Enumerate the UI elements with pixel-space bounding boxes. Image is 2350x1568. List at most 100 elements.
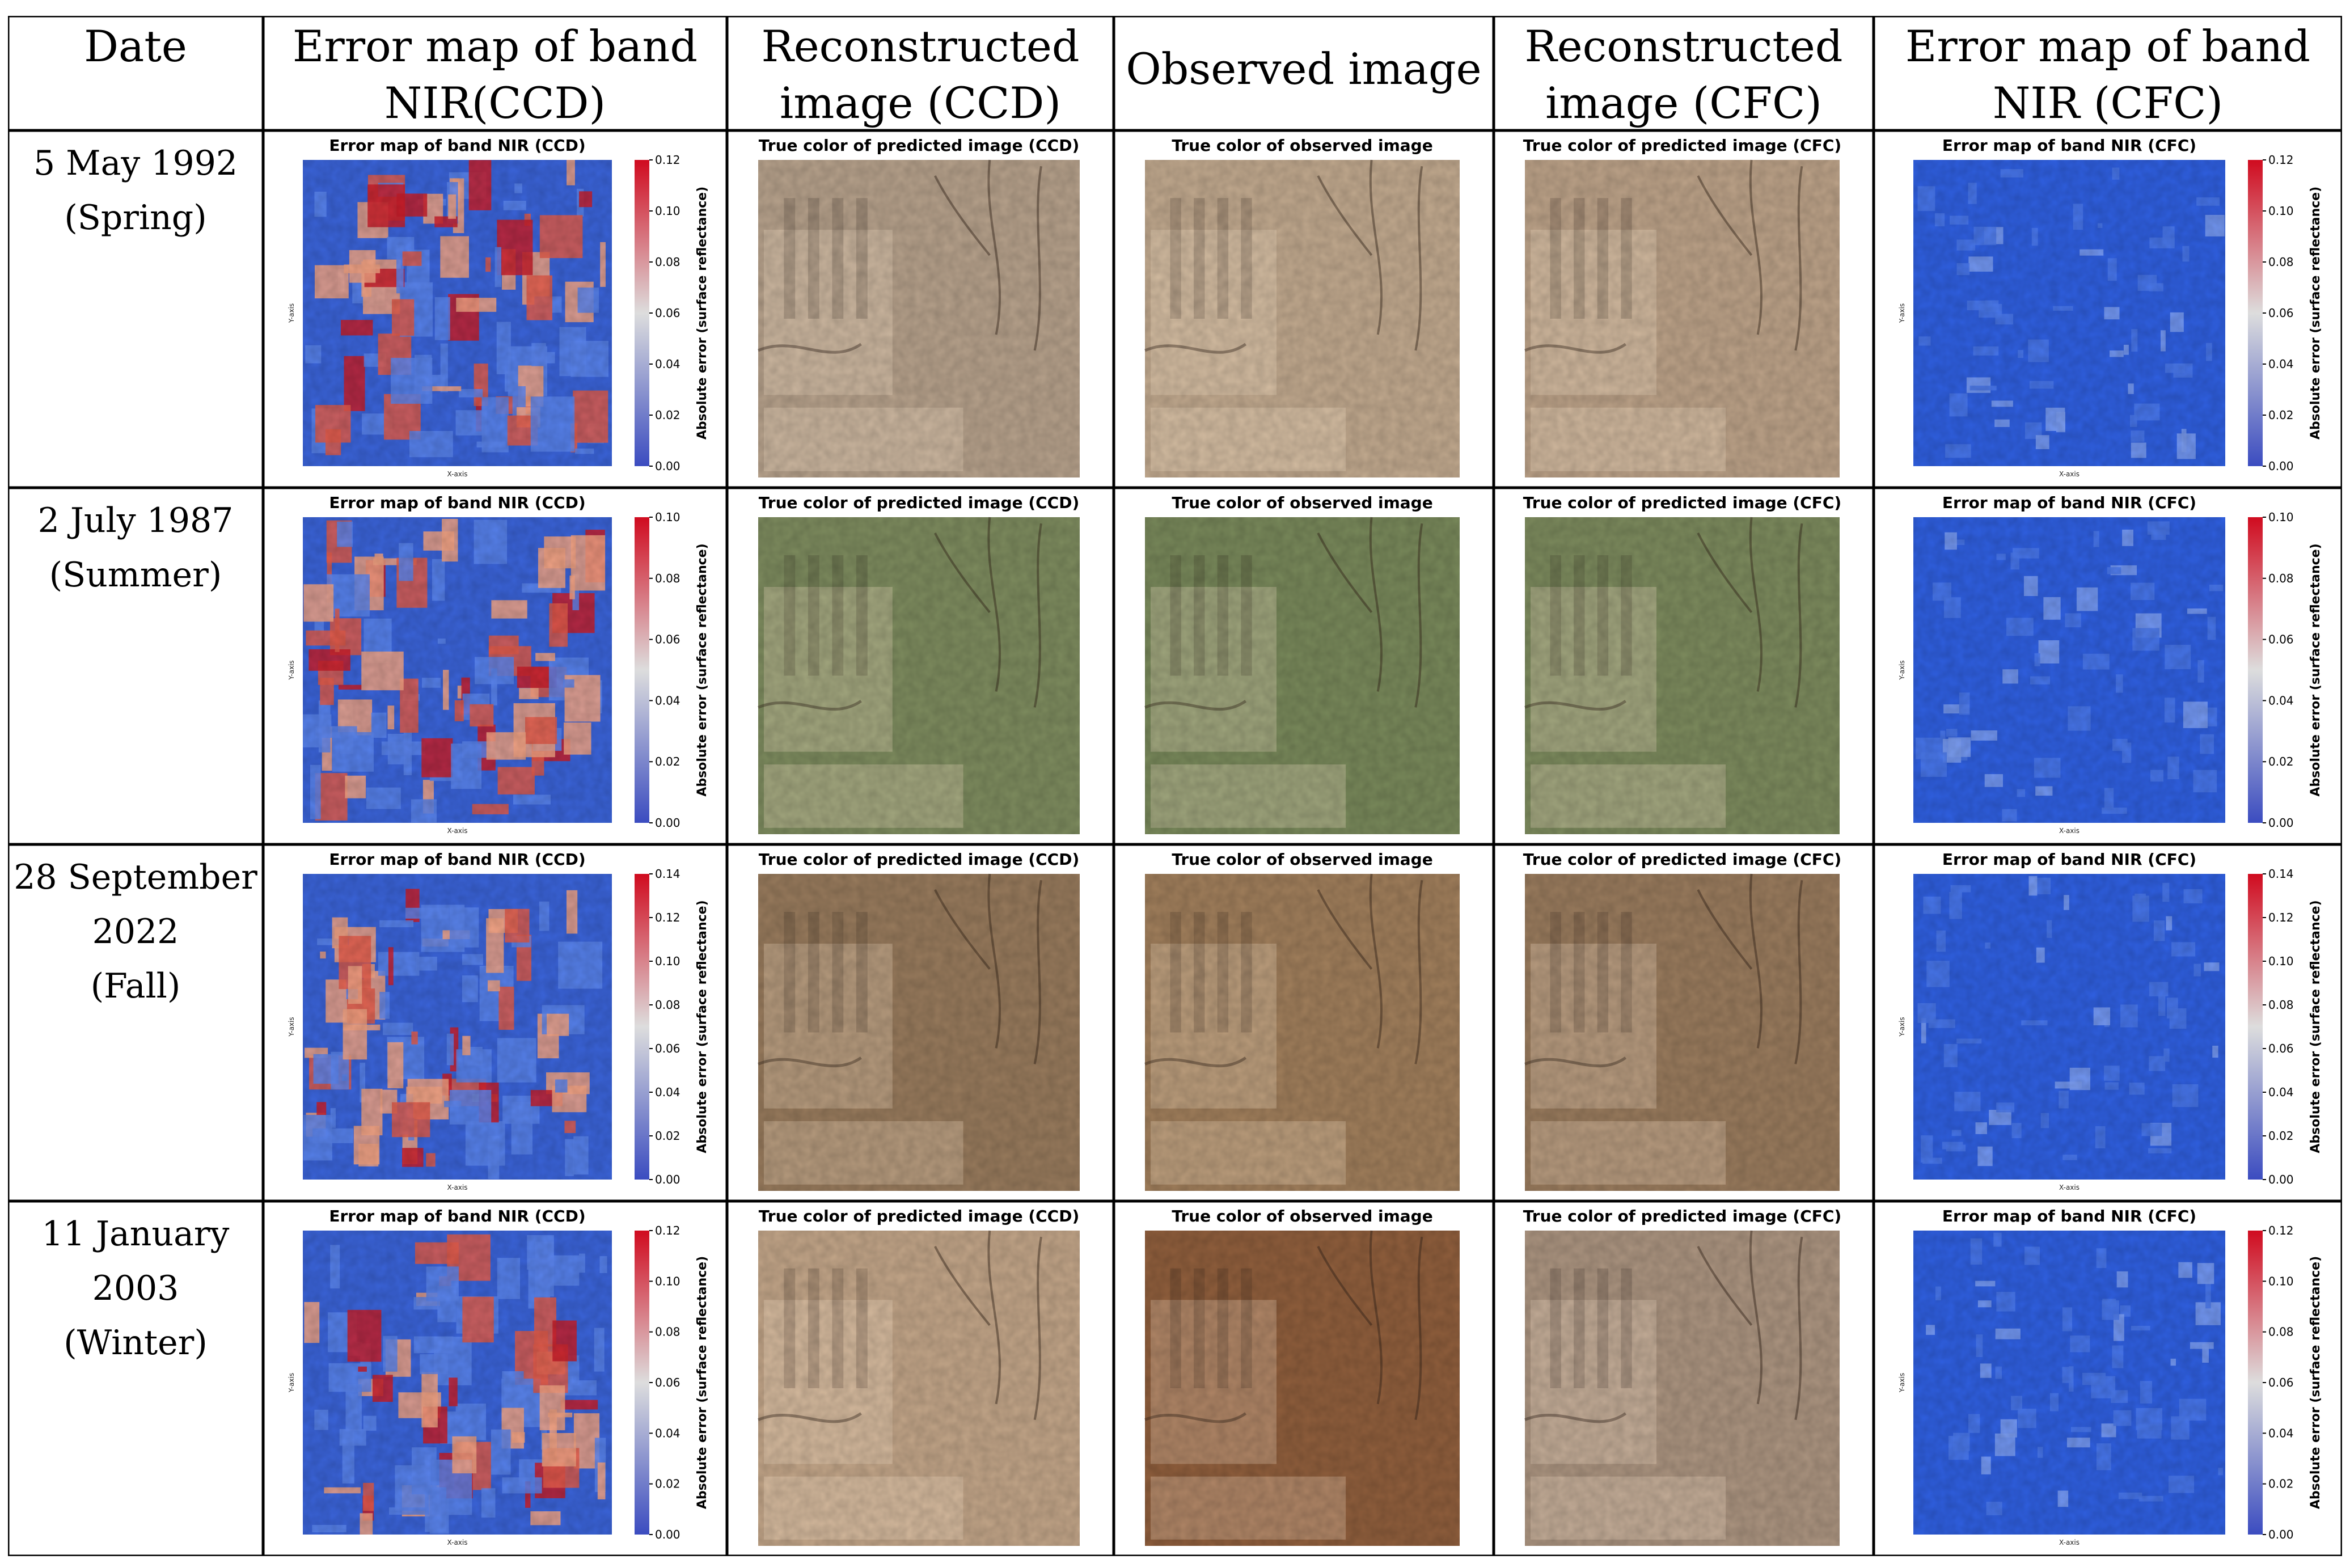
colorbar-tick-label: 0.12 <box>2268 911 2294 924</box>
colorbar-tick-label: 0.12 <box>655 911 681 924</box>
image-texture <box>758 1231 1080 1546</box>
colorbar-tick-label: 0.08 <box>655 998 681 1012</box>
image-texture <box>1525 1231 1840 1546</box>
colorbar-tick-label: 0.00 <box>655 816 681 830</box>
panel-title: True color of predicted image (CCD) <box>759 136 1080 155</box>
colorbar-tick-label: 0.08 <box>2268 572 2294 585</box>
panel-title: True color of observed image <box>1172 136 1432 155</box>
colorbar-tick-label: 0.06 <box>2268 306 2294 320</box>
date-label: (Summer) <box>49 555 222 595</box>
panel-err-cfc: Error map of band NIR (CFC) X-axis Y-axis 0… <box>1898 136 2323 478</box>
x-axis-label: X-axis <box>2059 1184 2080 1191</box>
colorbar <box>2248 160 2263 466</box>
colorbar-tick-label: 0.04 <box>655 1426 681 1440</box>
colorbar-tick-label: 0.04 <box>2268 357 2294 371</box>
colorbar-tick-label: 0.06 <box>655 306 681 320</box>
header-line-1: Date <box>84 21 187 71</box>
colorbar-label: Absolute error (surface reflectance) <box>695 900 709 1153</box>
header-row: Date Error map of band NIR(CCD) Reconstruct… <box>84 21 2310 128</box>
panel-title: True color of observed image <box>1172 493 1432 512</box>
panel-title: Error map of band NIR (CCD) <box>329 850 585 869</box>
colorbar-tick-label: 0.02 <box>655 408 681 422</box>
panel-err-ccd: Error map of band NIR (CCD) X-axis Y-axis 0… <box>288 136 709 478</box>
date-label: (Spring) <box>64 198 206 238</box>
image-texture <box>1525 874 1840 1191</box>
colorbar <box>2248 874 2263 1180</box>
colorbar-label: Absolute error (surface reflectance) <box>2309 1256 2323 1509</box>
colorbar-tick-label: 0.10 <box>655 954 681 968</box>
colorbar-tick-label: 0.10 <box>2268 510 2294 524</box>
date-label: 11 January <box>42 1214 230 1254</box>
colorbar-label: Absolute error (surface reflectance) <box>2309 900 2323 1153</box>
image-texture <box>1525 160 1840 477</box>
colorbar-tick-label: 0.12 <box>2268 1224 2294 1237</box>
panel-pred-cfc: True color of predicted image (CFC) <box>1523 136 1841 477</box>
colorbar-tick-label: 0.06 <box>2268 1376 2294 1389</box>
colorbar-tick-label: 0.10 <box>655 510 681 524</box>
colorbar <box>635 160 649 466</box>
colorbar-tick-label: 0.08 <box>2268 998 2294 1012</box>
panel-title: True color of predicted image (CFC) <box>1523 136 1841 155</box>
x-axis-label: X-axis <box>2059 470 2080 478</box>
panel-obs: True color of observed image <box>1144 1207 1460 1546</box>
x-axis-label: X-axis <box>447 827 468 835</box>
colorbar-tick-label: 0.10 <box>2268 954 2294 968</box>
image-texture <box>1145 517 1460 834</box>
colorbar-tick-label: 0.14 <box>2268 867 2294 881</box>
data-row: 5 May 1992 (Spring) Error map of band NIR … <box>33 136 2323 478</box>
colorbar-tick-label: 0.02 <box>2268 755 2294 768</box>
colorbar-label: Absolute error (surface reflectance) <box>2309 187 2323 439</box>
image-texture <box>1145 160 1460 477</box>
table-grid <box>8 16 2342 1556</box>
data-row: 2 July 1987 (Summer) Error map of band NIR… <box>38 493 2323 835</box>
colorbar-tick-label: 0.04 <box>2268 1426 2294 1440</box>
panel-obs: True color of observed image <box>1144 493 1460 834</box>
colorbar-tick-label: 0.00 <box>2268 816 2294 830</box>
date-label: (Winter) <box>64 1323 208 1363</box>
date-label: 28 September <box>14 857 257 897</box>
error-texture <box>303 874 612 1180</box>
error-texture <box>1913 1231 2225 1535</box>
image-texture <box>1145 874 1460 1191</box>
figure-table: Date Error map of band NIR(CCD) Reconstruct… <box>8 16 2342 1556</box>
panel-title: True color of predicted image (CCD) <box>759 493 1080 512</box>
colorbar <box>2248 1231 2263 1535</box>
header-line-2: image (CFC) <box>1545 78 1822 128</box>
colorbar-tick-label: 0.12 <box>655 1224 681 1237</box>
image-texture <box>758 874 1080 1191</box>
data-rows: 5 May 1992 (Spring) Error map of band NIR … <box>14 136 2323 1546</box>
image-texture <box>758 517 1080 834</box>
panel-err-cfc: Error map of band NIR (CFC) X-axis Y-axis 0… <box>1898 850 2323 1191</box>
y-axis-label: Y-axis <box>1898 660 1906 680</box>
error-texture <box>303 517 612 823</box>
panel-title: True color of observed image <box>1172 1207 1432 1225</box>
colorbar-label: Absolute error (surface reflectance) <box>695 187 709 439</box>
y-axis-label: Y-axis <box>288 660 295 680</box>
y-axis-label: Y-axis <box>1898 303 1906 323</box>
date-label: 5 May 1992 <box>33 143 238 183</box>
x-axis-label: X-axis <box>447 1539 468 1546</box>
panel-err-ccd: Error map of band NIR (CCD) X-axis Y-axis 0… <box>288 850 709 1191</box>
colorbar-tick-label: 0.08 <box>655 572 681 585</box>
colorbar-tick-label: 0.00 <box>655 1173 681 1186</box>
x-axis-label: X-axis <box>2059 827 2080 835</box>
colorbar-tick-label: 0.00 <box>2268 1173 2294 1186</box>
date-label: (Fall) <box>91 966 181 1006</box>
colorbar-tick-label: 0.04 <box>655 694 681 707</box>
colorbar-tick-label: 0.00 <box>655 1528 681 1541</box>
error-texture <box>303 1231 612 1535</box>
colorbar-label: Absolute error (surface reflectance) <box>2309 543 2323 796</box>
data-row: 11 January 2003 (Winter) Error map of band … <box>42 1207 2323 1546</box>
panel-title: True color of observed image <box>1172 850 1432 869</box>
y-axis-label: Y-axis <box>1898 1373 1906 1393</box>
colorbar-tick-label: 0.00 <box>2268 459 2294 473</box>
date-label: 2 July 1987 <box>38 501 234 540</box>
y-axis-label: Y-axis <box>1898 1017 1906 1037</box>
header-line-2: image (CCD) <box>780 78 1061 128</box>
y-axis-label: Y-axis <box>288 303 295 323</box>
error-texture <box>303 160 612 466</box>
colorbar-tick-label: 0.08 <box>655 255 681 269</box>
colorbar-tick-label: 0.06 <box>655 1042 681 1055</box>
date-label: 2022 <box>92 912 179 952</box>
error-texture <box>1913 517 2225 823</box>
